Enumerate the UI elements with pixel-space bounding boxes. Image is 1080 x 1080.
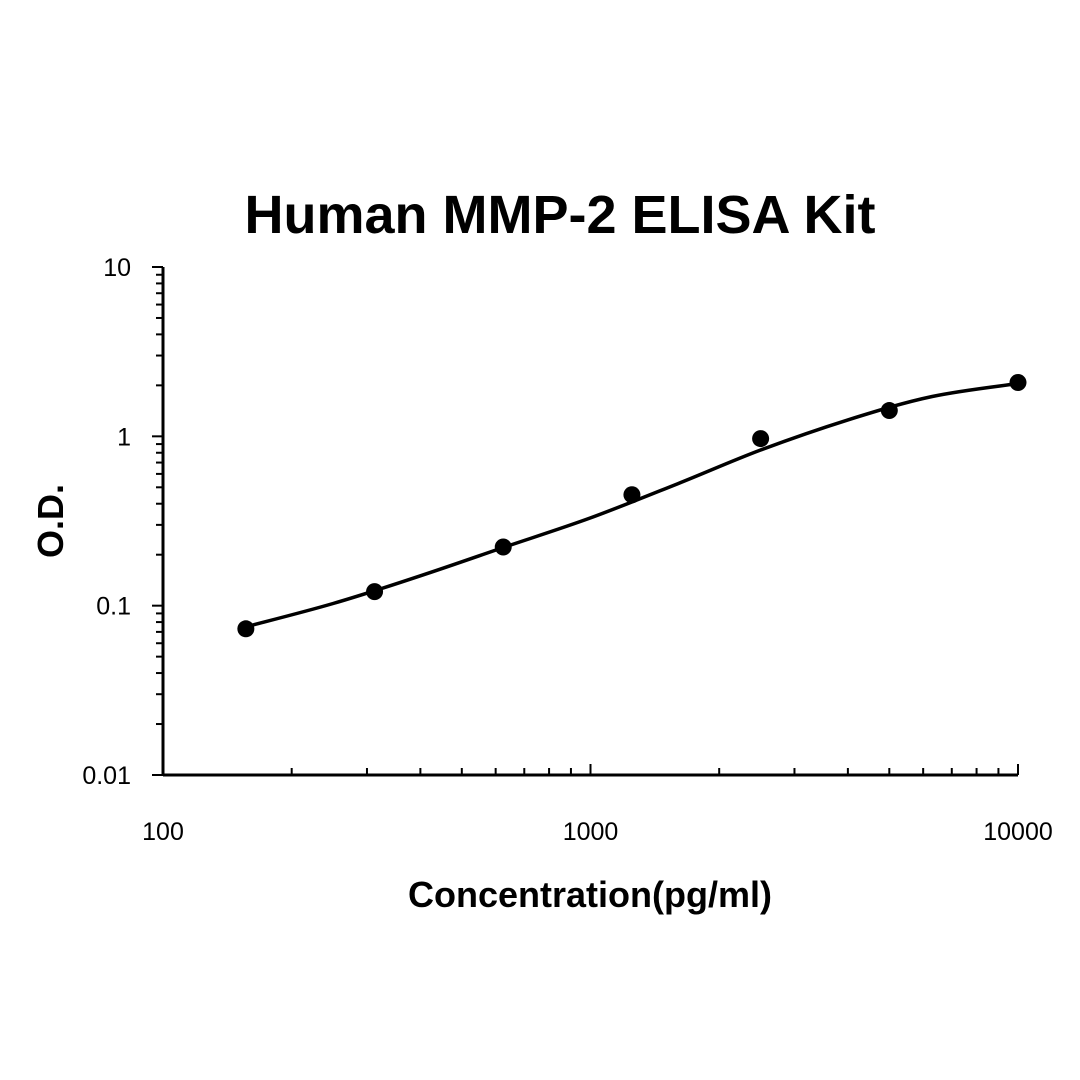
data-point [752, 430, 770, 448]
data-point [1009, 373, 1027, 391]
axes: 0.01 0.1 1 10 100 1000 10000 [82, 254, 1052, 846]
chart-title: Human MMP-2 ELISA Kit [244, 185, 875, 245]
fit-curve-layer [245, 381, 1019, 629]
y-tick-label: 0.1 [96, 593, 131, 621]
data-point [623, 486, 641, 504]
x-tick-label: 10000 [983, 818, 1053, 846]
data-point [880, 402, 898, 420]
data-point [237, 620, 255, 638]
y-tick-label: 0.01 [82, 762, 131, 790]
y-tick-label: 1 [117, 423, 131, 451]
x-axis-label: Concentration(pg/ml) [408, 874, 772, 915]
data-point [494, 538, 512, 556]
data-point [366, 583, 384, 601]
data-points-layer [237, 373, 1027, 638]
x-tick-label: 100 [142, 818, 184, 846]
y-axis-label: O.D. [30, 484, 71, 558]
x-tick-label: 1000 [563, 818, 619, 846]
fit-curve-line [245, 381, 1019, 629]
y-tick-label: 10 [103, 254, 131, 282]
